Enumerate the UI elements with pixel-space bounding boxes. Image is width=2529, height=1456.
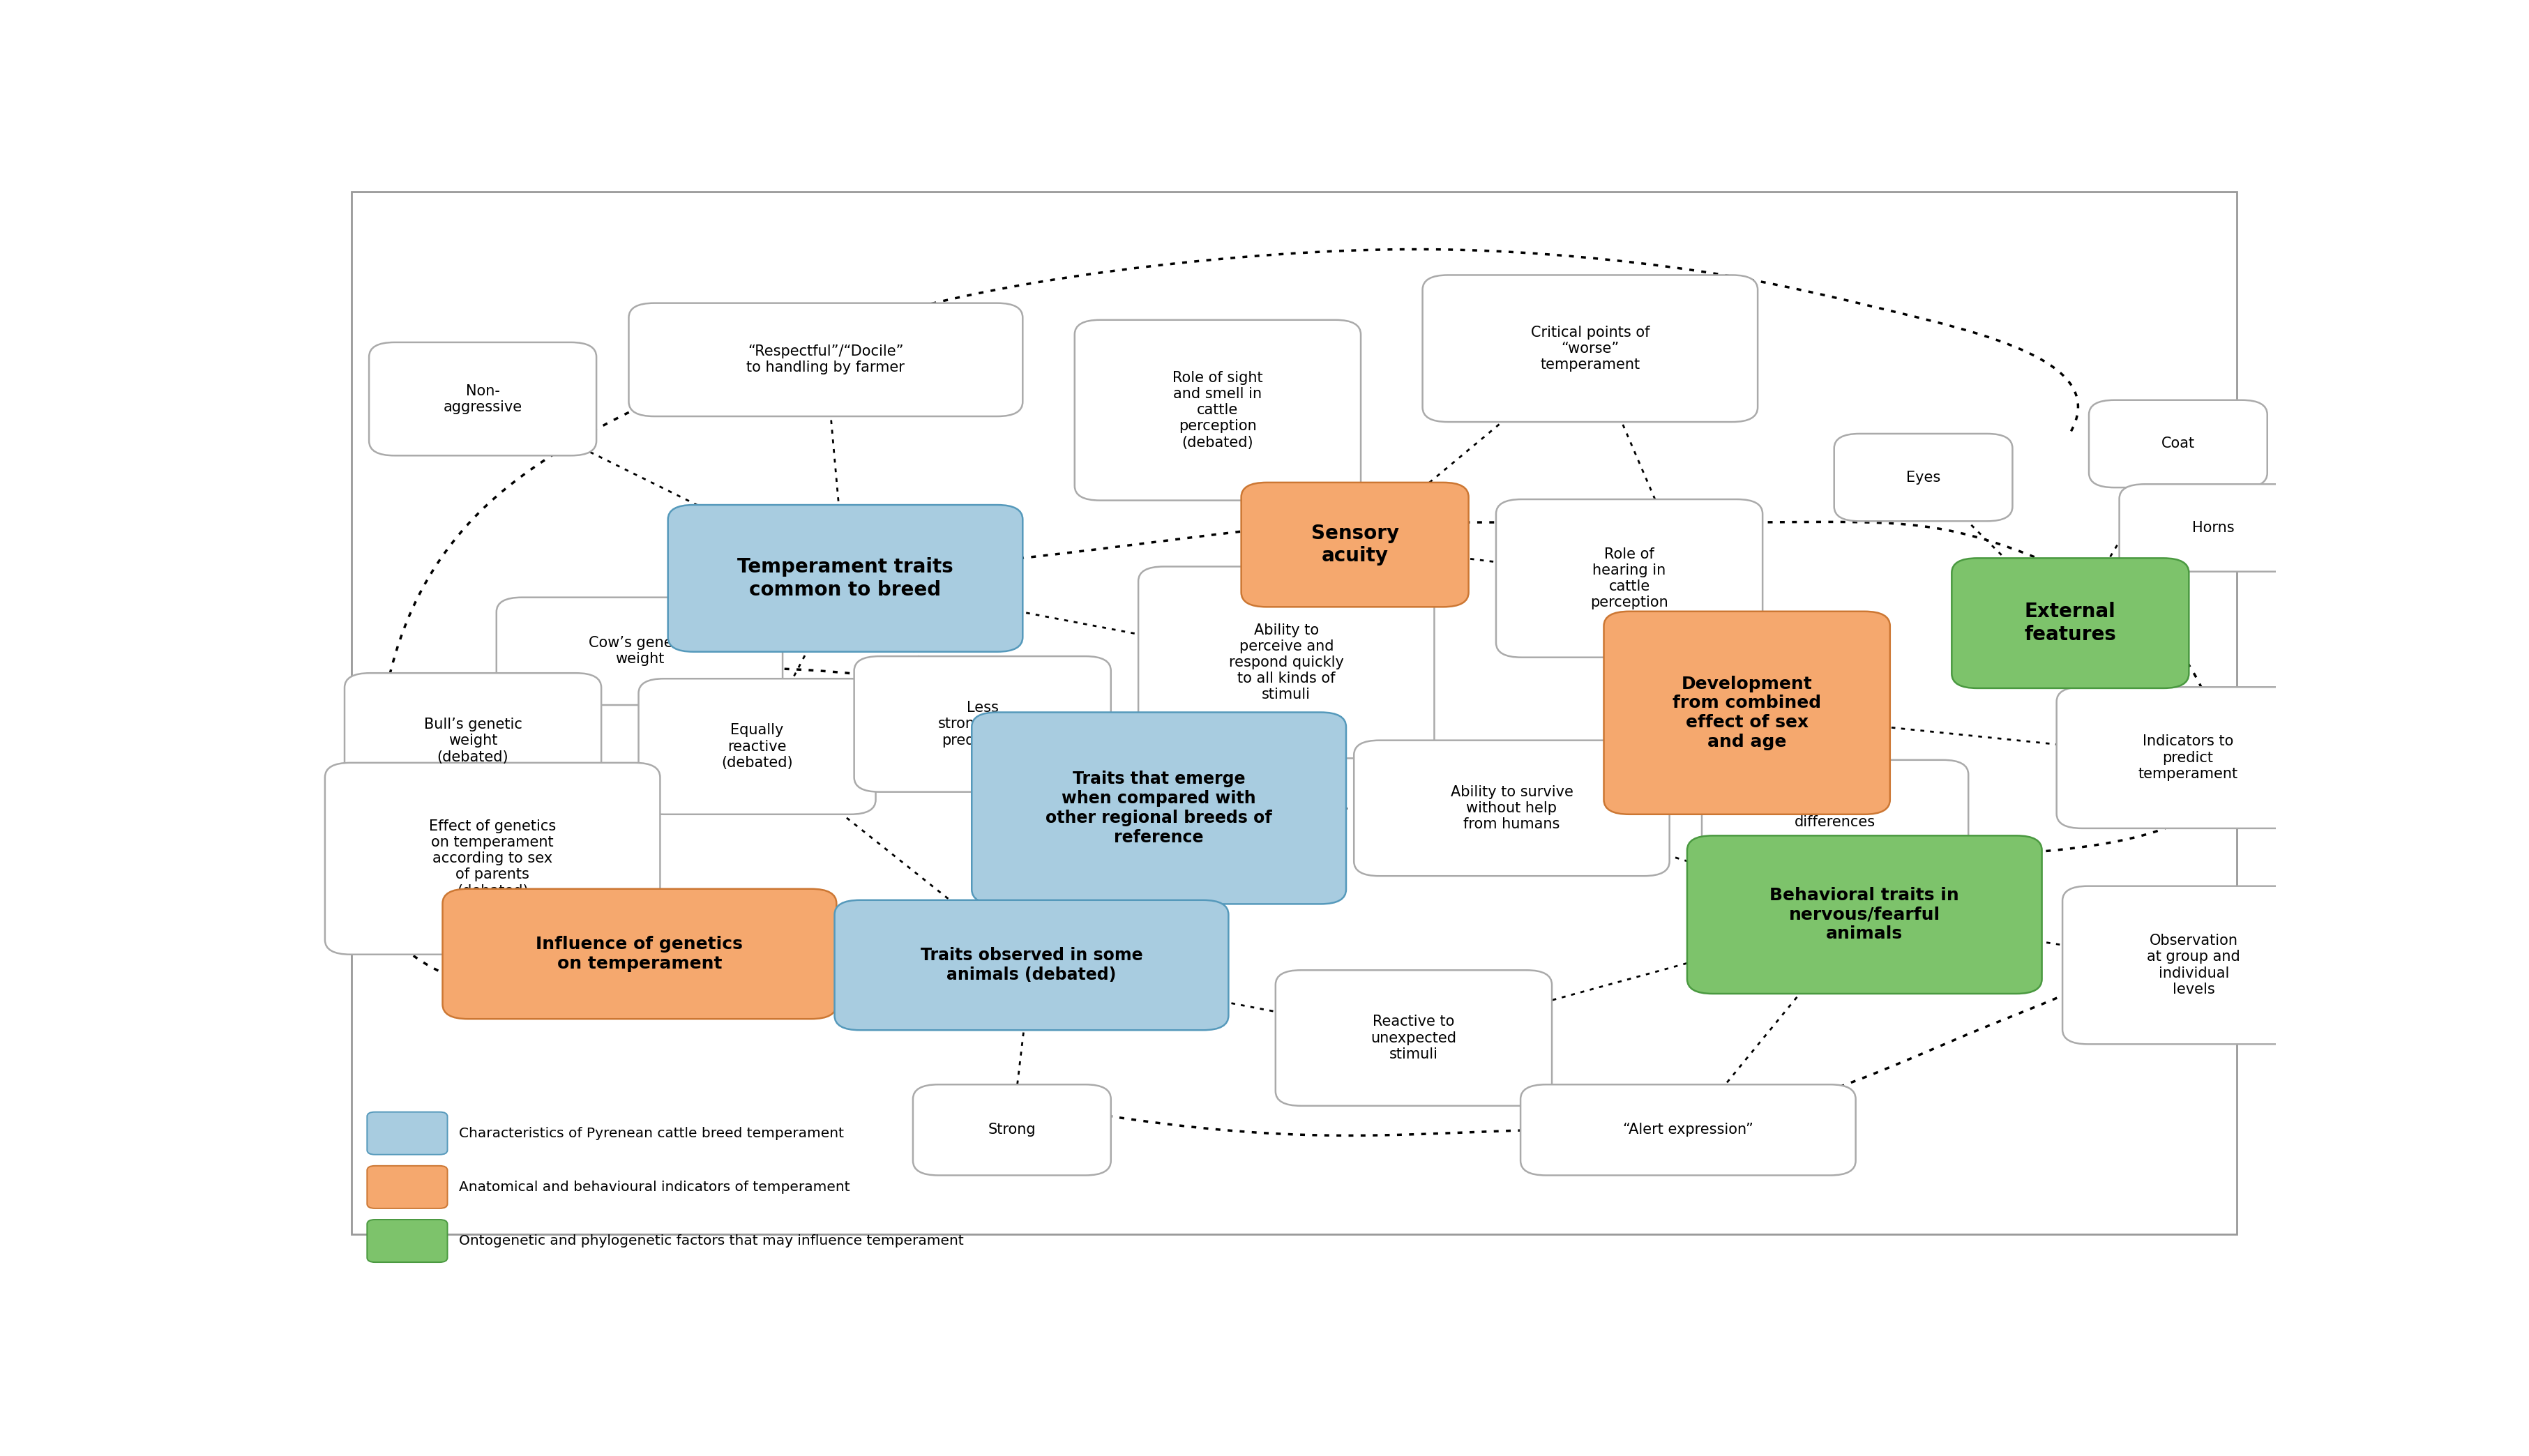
FancyBboxPatch shape — [443, 888, 837, 1019]
FancyBboxPatch shape — [2064, 887, 2324, 1044]
Text: Temperament traits
common to breed: Temperament traits common to breed — [738, 558, 953, 600]
Text: Role of sight
and smell in
cattle
perception
(debated): Role of sight and smell in cattle percep… — [1173, 371, 1262, 450]
Text: Sensory
acuity: Sensory acuity — [1310, 524, 1399, 566]
FancyBboxPatch shape — [1687, 836, 2041, 993]
Text: Long-term
differences: Long-term differences — [1796, 799, 1877, 828]
FancyBboxPatch shape — [367, 1220, 448, 1262]
FancyBboxPatch shape — [367, 1112, 448, 1155]
Text: Ontogenetic and phylogenetic factors that may influence temperament: Ontogenetic and phylogenetic factors tha… — [460, 1235, 964, 1248]
Text: Ability to
perceive and
respond quickly
to all kinds of
stimuli: Ability to perceive and respond quickly … — [1229, 623, 1343, 702]
FancyBboxPatch shape — [2089, 400, 2269, 488]
Text: Strong: Strong — [989, 1123, 1037, 1137]
FancyBboxPatch shape — [2056, 687, 2319, 828]
FancyBboxPatch shape — [637, 678, 875, 814]
FancyBboxPatch shape — [1138, 566, 1434, 759]
Text: Traits observed in some
animals (debated): Traits observed in some animals (debated… — [921, 946, 1143, 983]
Text: Coat: Coat — [2162, 437, 2195, 451]
FancyBboxPatch shape — [1603, 612, 1889, 814]
Text: Traits that emerge
when compared with
other regional breeds of
reference: Traits that emerge when compared with ot… — [1044, 770, 1272, 846]
FancyBboxPatch shape — [1520, 1085, 1856, 1175]
FancyBboxPatch shape — [1497, 499, 1763, 657]
Text: Indicators to
predict
temperament: Indicators to predict temperament — [2137, 734, 2238, 780]
Text: Reactive to
unexpected
stimuli: Reactive to unexpected stimuli — [1371, 1015, 1457, 1061]
Text: Observation
at group and
individual
levels: Observation at group and individual leve… — [2147, 933, 2241, 996]
FancyBboxPatch shape — [352, 192, 2238, 1235]
Text: Effect of genetics
on temperament
according to sex
of parents
(debated): Effect of genetics on temperament accord… — [430, 820, 556, 898]
Text: Influence of genetics
on temperament: Influence of genetics on temperament — [536, 936, 744, 973]
Text: Non-
aggressive: Non- aggressive — [443, 384, 521, 414]
Text: Behavioral traits in
nervous/fearful
animals: Behavioral traits in nervous/fearful ani… — [1770, 887, 1960, 942]
FancyBboxPatch shape — [913, 1085, 1110, 1175]
Text: Ability to survive
without help
from humans: Ability to survive without help from hum… — [1449, 785, 1573, 831]
FancyBboxPatch shape — [496, 597, 781, 705]
FancyBboxPatch shape — [835, 900, 1229, 1031]
FancyBboxPatch shape — [630, 303, 1022, 416]
Text: External
features: External features — [2023, 603, 2117, 644]
Text: Critical points of
“worse”
temperament: Critical points of “worse” temperament — [1530, 325, 1649, 371]
FancyBboxPatch shape — [344, 673, 602, 808]
FancyBboxPatch shape — [1353, 740, 1669, 877]
Text: Anatomical and behavioural indicators of temperament: Anatomical and behavioural indicators of… — [460, 1181, 850, 1194]
FancyBboxPatch shape — [1834, 434, 2013, 521]
Text: Equally
reactive
(debated): Equally reactive (debated) — [721, 724, 794, 770]
Text: “Alert expression”: “Alert expression” — [1624, 1123, 1753, 1137]
Text: Development
from combined
effect of sex
and age: Development from combined effect of sex … — [1672, 676, 1821, 750]
FancyBboxPatch shape — [971, 712, 1345, 904]
Text: Eyes: Eyes — [1907, 470, 1940, 485]
FancyBboxPatch shape — [1702, 760, 1968, 868]
FancyBboxPatch shape — [369, 342, 597, 456]
FancyBboxPatch shape — [1075, 320, 1361, 501]
Text: Horns: Horns — [2193, 521, 2236, 534]
Text: Role of
hearing in
cattle
perception: Role of hearing in cattle perception — [1591, 547, 1669, 610]
Text: Bull’s genetic
weight
(debated): Bull’s genetic weight (debated) — [425, 718, 521, 764]
Text: “Respectful”/“Docile”
to handling by farmer: “Respectful”/“Docile” to handling by far… — [746, 345, 905, 374]
FancyBboxPatch shape — [1952, 558, 2190, 689]
Text: Less
strong/more
predictable: Less strong/more predictable — [938, 700, 1027, 747]
FancyBboxPatch shape — [324, 763, 660, 955]
FancyBboxPatch shape — [855, 657, 1110, 792]
Text: Characteristics of Pyrenean cattle breed temperament: Characteristics of Pyrenean cattle breed… — [460, 1127, 845, 1140]
FancyBboxPatch shape — [367, 1166, 448, 1208]
FancyBboxPatch shape — [1242, 482, 1469, 607]
FancyBboxPatch shape — [2119, 485, 2306, 572]
FancyBboxPatch shape — [1421, 275, 1758, 422]
FancyBboxPatch shape — [668, 505, 1022, 652]
Text: Cow’s genetic
weight: Cow’s genetic weight — [589, 636, 690, 667]
FancyBboxPatch shape — [1275, 970, 1553, 1105]
